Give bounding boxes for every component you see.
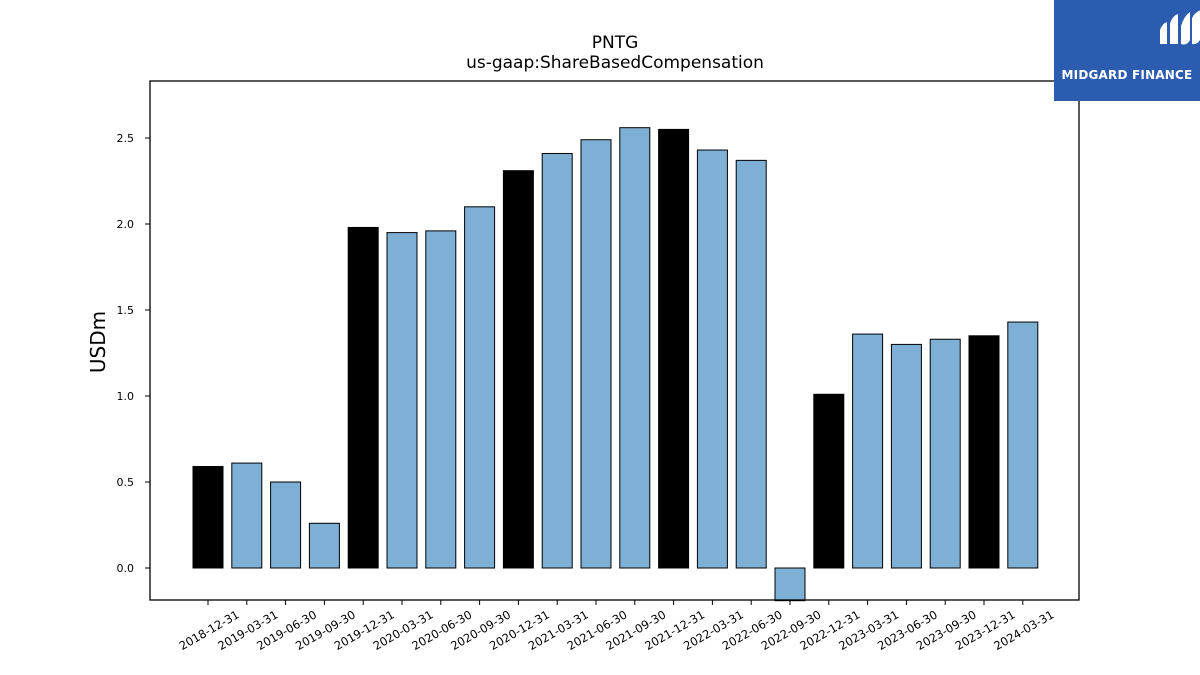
bar-2022-09-30: [774, 567, 806, 602]
bar-2023-03-31: [852, 333, 884, 569]
y-tick-label: 2.5: [117, 132, 135, 145]
bar-2019-12-31: [347, 226, 379, 569]
bar-2024-03-31: [1007, 321, 1039, 569]
bar-2023-12-31: [968, 335, 1000, 569]
bar-2023-06-30: [890, 343, 922, 569]
bar-2022-06-30: [735, 159, 767, 569]
bar-2022-03-31: [696, 149, 728, 569]
brand-name: MIDGARD FINANCE: [1061, 68, 1193, 82]
bars-group: [192, 127, 1039, 602]
y-tick-label: 1.0: [117, 390, 135, 403]
bar-2023-09-30: [929, 338, 961, 569]
brand-logo: MIDGARD FINANCE: [1054, 0, 1200, 101]
y-axis-label: USDm: [86, 311, 110, 373]
y-tick-label: 2.0: [117, 218, 135, 231]
bar-2019-06-30: [270, 481, 302, 569]
bar-2019-03-31: [231, 462, 263, 569]
chart-subtitle: us-gaap:ShareBasedCompensation: [466, 53, 764, 73]
bar-2019-09-30: [308, 522, 340, 569]
bar-2020-12-31: [502, 170, 534, 569]
bar-2020-03-31: [386, 232, 418, 569]
bar-2020-09-30: [464, 206, 496, 569]
y-tick-label: 0.0: [117, 562, 135, 575]
bar-2018-12-31: [192, 466, 224, 569]
chart-title: PNTG: [592, 33, 639, 53]
bar-2021-09-30: [619, 127, 651, 569]
y-tick-label: 1.5: [117, 304, 135, 317]
y-tick-label: 0.5: [117, 476, 135, 489]
bar-2020-06-30: [425, 230, 457, 569]
bar-2022-12-31: [813, 393, 845, 569]
bar-2021-06-30: [580, 139, 612, 569]
y-axis-ticks: 0.0 0.5 1.0 1.5 2.0 2.5: [117, 132, 150, 575]
bar-2021-03-31: [541, 152, 573, 569]
midgard-logo-icon: [1160, 10, 1200, 45]
bar-2021-12-31: [658, 128, 690, 569]
plot-frame: [149, 80, 1080, 601]
x-axis-ticks: 2018-12-312019-03-312019-06-302019-09-30…: [177, 600, 1056, 653]
